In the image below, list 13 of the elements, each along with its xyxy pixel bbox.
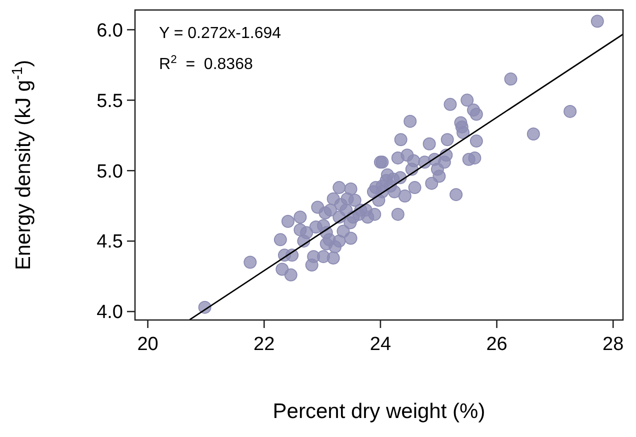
x-axis-title: Percent dry weight (%): [272, 400, 486, 423]
y-tick-label: 5.0: [96, 161, 123, 182]
y-tick-label: 4.0: [96, 302, 123, 324]
x-tick-label: 24: [370, 334, 392, 355]
annotation: R$^{2}$ = 0.8368: [159, 54, 253, 73]
x-tick-label: 26: [486, 334, 508, 355]
x-tick-label: 22: [254, 334, 275, 355]
x-tick-label: 20: [137, 334, 158, 355]
annotation: Y = 0.272x-1.694: [159, 25, 282, 42]
y-tick-label: 6.0: [96, 20, 123, 42]
y-tick-label: 4.5: [96, 232, 123, 253]
y-tick-label: 5.5: [96, 90, 123, 112]
x-tick-label: 28: [602, 334, 624, 355]
